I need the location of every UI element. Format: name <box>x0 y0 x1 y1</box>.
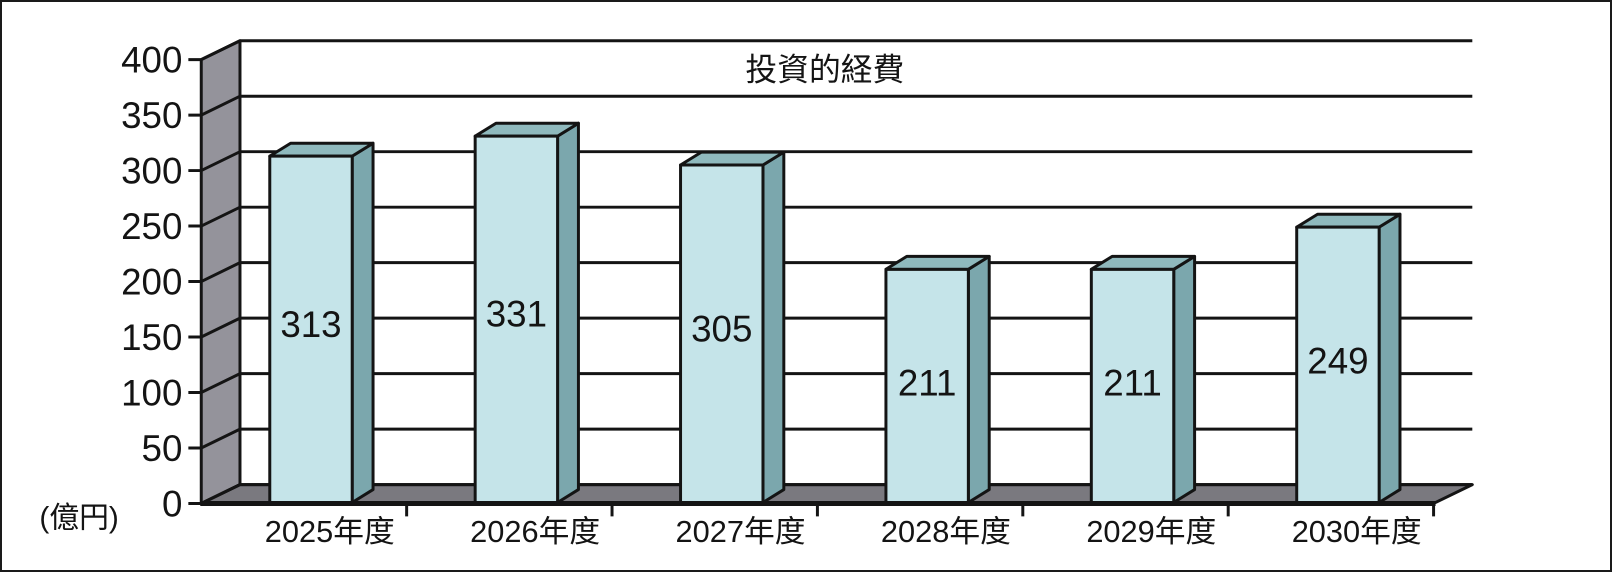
y-axis-tick-label: 100 <box>121 372 182 413</box>
bar-front-face <box>884 267 970 504</box>
x-axis-category-label: 2026年度 <box>470 514 600 549</box>
bar-value-label: 313 <box>280 304 341 345</box>
y-axis-tick-label: 250 <box>121 206 182 247</box>
gridline-300 <box>188 150 1473 173</box>
bar-side-face <box>350 141 375 504</box>
bar-value-label: 249 <box>1307 341 1368 382</box>
gridline-100 <box>188 372 1473 394</box>
x-axis-category-label: 2027年度 <box>676 514 806 549</box>
bar-2029年度: 211 <box>1089 254 1197 504</box>
bar-2027年度: 305 <box>679 150 786 504</box>
y-axis-tick-label: 150 <box>121 317 182 358</box>
y-axis-tick-label: 0 <box>162 483 182 524</box>
y-axis-unit-label: (億円) <box>39 501 118 534</box>
gridline-0 <box>188 483 1473 505</box>
bar-side-face <box>966 254 991 504</box>
y-axis-tick-label: 300 <box>121 150 182 191</box>
bar-value-label: 211 <box>898 362 957 403</box>
bar-value-label: 331 <box>486 294 547 335</box>
x-axis-category-label: 2029年度 <box>1086 514 1216 549</box>
bar-front-face <box>1295 225 1381 504</box>
bar-top-face <box>473 121 580 138</box>
chart-title: 投資的経費 <box>745 51 904 87</box>
chart-bars: 313 331 305 211 211 249 <box>268 121 1402 504</box>
y-axis-tick-label: 400 <box>121 40 182 81</box>
bar-top-face <box>268 141 375 158</box>
bar-2026年度: 331 <box>473 121 580 504</box>
y-axis-tick-label: 350 <box>121 95 182 136</box>
bar-top-face <box>884 254 991 271</box>
bar-front-face <box>679 163 765 504</box>
bar-front-face <box>268 154 354 504</box>
gridline-50 <box>188 427 1473 450</box>
chart-gridlines: 400 350 300 250 200 150 100 50 0 <box>121 39 1473 524</box>
x-axis-category-label: 2025年度 <box>265 514 395 549</box>
bar-2025年度: 313 <box>268 141 375 504</box>
bar-side-face <box>1377 212 1402 504</box>
gridline-350 <box>188 94 1473 117</box>
bar-top-face <box>1089 254 1197 271</box>
y-axis-tick-label: 200 <box>121 261 182 302</box>
bar-2030年度: 249 <box>1295 212 1402 504</box>
gridline-250 <box>188 205 1473 228</box>
gridline-200 <box>188 261 1473 284</box>
bar-side-face <box>1172 254 1197 504</box>
x-axis-category-label: 2028年度 <box>881 514 1011 549</box>
gridline-400 <box>188 39 1473 62</box>
y-axis-tick-label: 50 <box>142 428 183 469</box>
bar-side-face <box>761 150 786 504</box>
bar-side-face <box>556 121 580 504</box>
x-axis-category-label: 2030年度 <box>1292 514 1422 549</box>
bar-value-label: 305 <box>691 309 752 350</box>
bar-top-face <box>1295 212 1402 229</box>
chart-walls <box>199 39 1474 505</box>
chart-axis: 2025年度 2026年度 2027年度 2028年度 2029年度 2030年度 <box>200 500 1436 549</box>
bar-value-label: 211 <box>1103 362 1162 403</box>
bar-top-face <box>679 150 786 167</box>
bar-front-face <box>1089 267 1176 504</box>
gridline-150 <box>188 316 1473 339</box>
bar-2028年度: 211 <box>884 254 991 504</box>
chart-floor <box>199 483 1474 505</box>
